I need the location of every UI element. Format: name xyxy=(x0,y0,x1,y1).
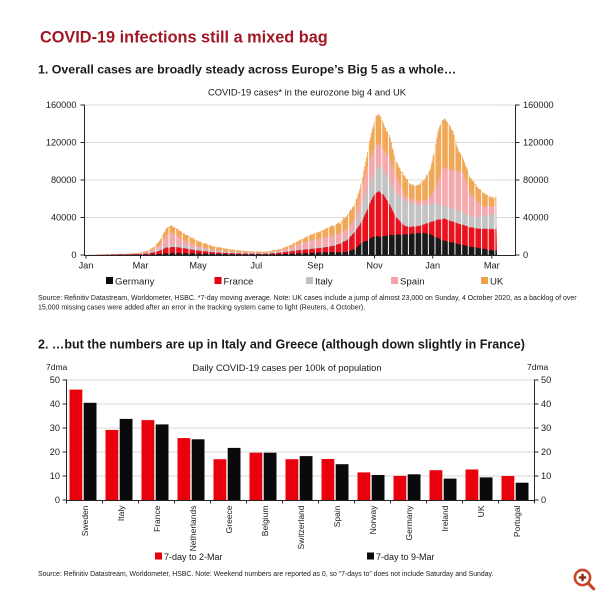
svg-text:Sep: Sep xyxy=(307,261,323,271)
svg-text:0: 0 xyxy=(541,495,546,505)
svg-text:France: France xyxy=(152,505,162,532)
svg-text:UK: UK xyxy=(476,505,486,517)
svg-text:Switzerland: Switzerland xyxy=(296,505,306,549)
svg-text:0: 0 xyxy=(55,495,60,505)
svg-text:40000: 40000 xyxy=(523,213,549,223)
svg-text:160000: 160000 xyxy=(523,100,554,110)
svg-text:40000: 40000 xyxy=(51,213,77,223)
svg-text:UK: UK xyxy=(490,277,504,288)
svg-text:Source: Refinitiv Datastream,: Source: Refinitiv Datastream, Worldomete… xyxy=(38,571,493,578)
svg-text:80000: 80000 xyxy=(51,175,77,185)
svg-text:Norway: Norway xyxy=(368,505,378,535)
svg-text:7-day to 9-Mar: 7-day to 9-Mar xyxy=(376,552,435,562)
svg-text:Spain: Spain xyxy=(332,505,342,527)
svg-text:Germany: Germany xyxy=(404,505,414,541)
svg-text:May: May xyxy=(189,261,207,271)
svg-text:Jan: Jan xyxy=(425,261,440,271)
svg-text:Mar: Mar xyxy=(133,261,149,271)
svg-text:France: France xyxy=(224,277,254,288)
svg-text:80000: 80000 xyxy=(523,175,549,185)
svg-text:1. Overall cases are broadly s: 1. Overall cases are broadly steady acro… xyxy=(38,63,456,77)
svg-text:0: 0 xyxy=(523,250,528,260)
svg-text:Jul: Jul xyxy=(250,261,262,271)
svg-text:0: 0 xyxy=(71,250,76,260)
svg-text:Belgium: Belgium xyxy=(260,506,270,537)
svg-text:2. …but the numbers are up in: 2. …but the numbers are up in Italy and … xyxy=(38,338,525,352)
svg-text:Ireland: Ireland xyxy=(440,505,450,531)
svg-text:30: 30 xyxy=(50,423,60,433)
svg-text:120000: 120000 xyxy=(46,138,77,148)
svg-text:Netherlands: Netherlands xyxy=(188,506,198,552)
svg-text:COVID-19 cases* in the eurozon: COVID-19 cases* in the eurozone big 4 an… xyxy=(208,87,407,98)
svg-text:Portugal: Portugal xyxy=(512,505,522,537)
svg-text:50: 50 xyxy=(541,375,551,385)
svg-text:Greece: Greece xyxy=(224,505,234,533)
svg-text:7dma: 7dma xyxy=(46,362,68,372)
svg-text:40: 40 xyxy=(50,399,60,409)
svg-text:20: 20 xyxy=(541,447,551,457)
svg-text:Mar: Mar xyxy=(484,261,500,271)
svg-text:120000: 120000 xyxy=(523,138,554,148)
svg-text:Source: Refinitiv Datastream,: Source: Refinitiv Datastream, Worldomete… xyxy=(38,295,577,302)
svg-text:30: 30 xyxy=(541,423,551,433)
svg-text:50: 50 xyxy=(50,375,60,385)
svg-text:Daily COVID-19 cases per 100k: Daily COVID-19 cases per 100k of populat… xyxy=(192,362,381,373)
svg-text:20: 20 xyxy=(50,447,60,457)
svg-text:40: 40 xyxy=(541,399,551,409)
svg-text:COVID-19 infections still a mi: COVID-19 infections still a mixed bag xyxy=(40,29,328,47)
svg-text:10: 10 xyxy=(541,471,551,481)
svg-text:Italy: Italy xyxy=(116,505,126,521)
svg-text:Italy: Italy xyxy=(315,277,333,288)
svg-text:Germany: Germany xyxy=(115,277,155,288)
svg-text:10: 10 xyxy=(50,471,60,481)
svg-text:Nov: Nov xyxy=(366,261,383,271)
svg-text:Spain: Spain xyxy=(400,277,425,288)
svg-text:7dma: 7dma xyxy=(527,362,549,372)
svg-text:7-day to 2-Mar: 7-day to 2-Mar xyxy=(164,552,223,562)
svg-text:Sweden: Sweden xyxy=(80,505,90,536)
svg-text:Jan: Jan xyxy=(79,261,94,271)
svg-text:15,000 missing cases were adde: 15,000 missing cases were added after an… xyxy=(38,305,365,312)
svg-text:160000: 160000 xyxy=(46,100,77,110)
